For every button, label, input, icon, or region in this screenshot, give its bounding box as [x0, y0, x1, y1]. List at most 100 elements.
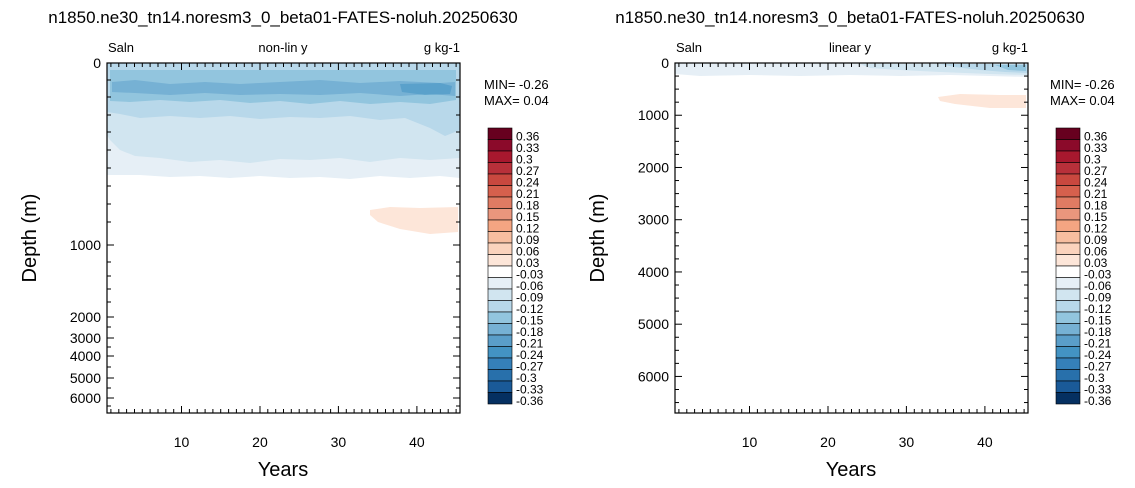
left-colorbar-box: [487, 300, 513, 313]
right-colorbar-label: -0.21: [1084, 337, 1112, 351]
right-colorbar-label: 0.06: [1084, 245, 1108, 259]
right-y-tick-label: 1000: [638, 107, 669, 123]
left-colorbar-box: [487, 231, 513, 244]
left-colorbar-box: [487, 139, 513, 152]
right-colorbar-label: 0.33: [1084, 141, 1108, 155]
left-colorbar-label: -0.18: [516, 325, 544, 339]
right-colorbar-box: [1055, 323, 1081, 336]
left-colorbar-label: 0.06: [516, 245, 540, 259]
left-colorbar-box: [487, 127, 513, 140]
left-colorbar-label: 0.09: [516, 233, 540, 247]
right-min-text: MIN= -0.26: [1050, 77, 1115, 92]
left-corner-variable: Saln: [108, 40, 134, 55]
right-colorbar-box: [1055, 265, 1081, 278]
right-colorbar-box: [1055, 277, 1081, 290]
right-field-minus018: [995, 65, 1026, 71]
right-corner-scale: linear y: [829, 40, 871, 55]
right-x-tick-label: 20: [820, 434, 836, 450]
left-colorbar-box: [487, 380, 513, 393]
right-colorbar-box: [1055, 150, 1081, 163]
right-colorbar-box: [1055, 369, 1081, 382]
right-x-axis: 10 20 30 40: [678, 63, 1025, 450]
right-x-tick-label: 30: [899, 434, 915, 450]
right-colorbar-label: -0.33: [1084, 383, 1112, 397]
left-colorbar-box: [487, 185, 513, 198]
right-colorbar-label: 0.03: [1084, 256, 1108, 270]
left-colorbar-label: -0.36: [516, 394, 544, 408]
left-colorbar-box: [487, 357, 513, 370]
left-y-tick-label: 3000: [70, 330, 101, 346]
left-max-text: MAX= 0.04: [484, 93, 549, 108]
right-y-tick-label: 2000: [638, 159, 669, 175]
right-y-tick-label: 5000: [638, 316, 669, 332]
right-colorbar-box: [1055, 173, 1081, 186]
left-colorbar-label: 0.18: [516, 199, 540, 213]
right-colorbar-label: 0.15: [1084, 210, 1108, 224]
left-colorbar-box: [487, 334, 513, 347]
left-colorbar-box: [487, 208, 513, 221]
left-title: n1850.ne30_tn14.noresm3_0_beta01-FATES-n…: [48, 8, 517, 27]
left-colorbar-box: [487, 173, 513, 186]
left-colorbar-label: 0.21: [516, 187, 540, 201]
left-y-tick-label: 6000: [70, 390, 101, 406]
right-colorbar-label: 0.36: [1084, 130, 1108, 144]
left-colorbar-label: -0.15: [516, 314, 544, 328]
right-y-tick-label: 4000: [638, 264, 669, 280]
left-y-tick-label: 0: [93, 55, 101, 71]
right-colorbar-label: 0.12: [1084, 222, 1108, 236]
right-corner-units: g kg-1: [992, 40, 1028, 55]
right-corner-variable: Saln: [676, 40, 702, 55]
right-colorbar-box: [1055, 127, 1081, 140]
left-y-tick-label: 4000: [70, 348, 101, 364]
left-colorbar-box: [487, 254, 513, 267]
right-colorbar-box: [1055, 231, 1081, 244]
right-colorbar-label: -0.24: [1084, 348, 1112, 362]
right-colorbar-label: 0.21: [1084, 187, 1108, 201]
right-field-plus003: [938, 94, 1026, 108]
left-colorbar-box: [487, 346, 513, 359]
right-colorbar-box: [1055, 357, 1081, 370]
left-colorbar-label: 0.12: [516, 222, 540, 236]
left-colorbar-box: [487, 196, 513, 209]
right-colorbar-label: -0.06: [1084, 279, 1112, 293]
left-colorbar-box: [487, 162, 513, 175]
right-colorbar-box: [1055, 380, 1081, 393]
right-colorbar-label: 0.09: [1084, 233, 1108, 247]
left-colorbar-label: -0.33: [516, 383, 544, 397]
right-colorbar-label: -0.09: [1084, 291, 1112, 305]
left-y-tick-label: 2000: [70, 309, 101, 325]
left-x-tick-label: 20: [252, 434, 268, 450]
left-x-label: Years: [258, 459, 308, 481]
left-colorbar-label: -0.06: [516, 279, 544, 293]
right-colorbar-box: [1055, 196, 1081, 209]
left-colorbar-box: [487, 369, 513, 382]
right-plot-frame: [674, 62, 1029, 414]
right-colorbar-box: [1055, 242, 1081, 255]
right-colorbar-box: [1055, 185, 1081, 198]
left-colorbar-box: [487, 392, 513, 405]
left-colorbar-box: [487, 219, 513, 232]
right-colorbar-label: -0.03: [1084, 268, 1112, 282]
right-colorbar-box: [1055, 139, 1081, 152]
right-colorbar-box: [1055, 300, 1081, 313]
left-y-label: Depth (m): [19, 194, 41, 283]
right-colorbar-label: -0.27: [1084, 360, 1112, 374]
left-y-axis: 0 1000 2000 3000 4000 5000 6000: [70, 55, 460, 407]
left-y-tick-label: 5000: [70, 370, 101, 386]
right-colorbar-box: [1055, 219, 1081, 232]
right-colorbar-box: [1055, 208, 1081, 221]
right-colorbar-label: 0.24: [1084, 176, 1108, 190]
left-colorbar-label: 0.3: [516, 153, 533, 167]
left-colorbar-box: [487, 242, 513, 255]
right-x-label: Years: [826, 459, 876, 481]
right-colorbar-box: [1055, 334, 1081, 347]
right-y-tick-label: 0: [661, 55, 669, 71]
left-colorbar-label: -0.24: [516, 348, 544, 362]
right-colorbar-box: [1055, 254, 1081, 267]
left-min-text: MIN= -0.26: [484, 77, 549, 92]
left-colorbar-box: [487, 265, 513, 278]
left-colorbar-box: [487, 288, 513, 301]
left-colorbar-label: -0.03: [516, 268, 544, 282]
right-colorbar-box: [1055, 392, 1081, 405]
right-colorbar-label: -0.18: [1084, 325, 1112, 339]
